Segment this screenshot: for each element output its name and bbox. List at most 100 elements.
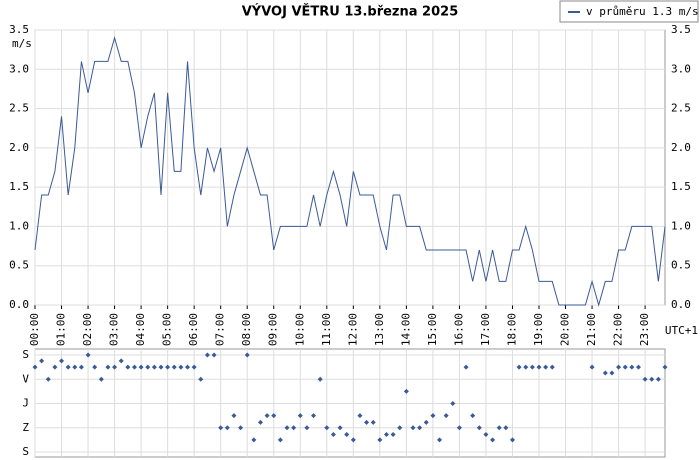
x-tick-label: 10:00 <box>293 313 306 346</box>
direction-point <box>171 364 177 370</box>
direction-point <box>529 364 535 370</box>
x-tick-label: 05:00 <box>161 313 174 346</box>
x-tick-label: 18:00 <box>505 313 518 346</box>
x-tick-label: 22:00 <box>612 313 625 346</box>
direction-point <box>291 425 297 431</box>
direction-point <box>364 419 370 425</box>
direction-point <box>145 364 151 370</box>
direction-point <box>635 364 641 370</box>
direction-point <box>277 437 283 443</box>
direction-point <box>105 364 111 370</box>
direction-point <box>622 364 628 370</box>
direction-point <box>377 437 383 443</box>
y-tick-label: 1.5 <box>9 180 29 193</box>
y-tick-label: J <box>22 397 29 410</box>
direction-point <box>456 425 462 431</box>
direction-point <box>649 376 655 382</box>
direction-point <box>503 425 509 431</box>
direction-point <box>98 376 104 382</box>
direction-point <box>131 364 137 370</box>
direction-point <box>284 425 290 431</box>
direction-point <box>185 364 191 370</box>
direction-point <box>496 425 502 431</box>
direction-point <box>397 425 403 431</box>
direction-point <box>271 413 277 419</box>
direction-point <box>616 364 622 370</box>
y-tick-label-right: 2.0 <box>671 141 691 154</box>
direction-point <box>476 425 482 431</box>
direction-point <box>118 358 124 364</box>
direction-point <box>463 364 469 370</box>
direction-point <box>390 431 396 437</box>
y-tick-label-right: 0.5 <box>671 259 691 272</box>
direction-point <box>589 364 595 370</box>
y-tick-label: 2.0 <box>9 141 29 154</box>
direction-point <box>138 364 144 370</box>
direction-point <box>112 364 118 370</box>
direction-point <box>483 431 489 437</box>
x-tick-label: 23:00 <box>638 313 651 346</box>
legend-box <box>559 0 699 23</box>
direction-point <box>204 352 210 358</box>
x-tick-label: 16:00 <box>452 313 465 346</box>
direction-point <box>523 364 529 370</box>
direction-point <box>509 437 515 443</box>
x-tick-label: 04:00 <box>134 313 147 346</box>
x-tick-label: 19:00 <box>532 313 545 346</box>
direction-point <box>330 431 336 437</box>
x-tick-label: 00:00 <box>28 313 41 346</box>
wind-line <box>34 36 666 307</box>
direction-point <box>443 413 449 419</box>
x-tick-label: 07:00 <box>214 313 227 346</box>
direction-point <box>337 425 343 431</box>
y-tick-label: Z <box>22 421 29 434</box>
y-tick-label: S <box>22 348 29 361</box>
x-tick-label: 08:00 <box>240 313 253 346</box>
direction-point <box>158 364 164 370</box>
y-tick-label-right: 0.0 <box>671 298 691 311</box>
direction-point <box>662 364 668 370</box>
direction-point <box>52 364 58 370</box>
direction-point <box>218 425 224 431</box>
x-tick-label: 01:00 <box>55 313 68 346</box>
x-tick-label: 14:00 <box>399 313 412 346</box>
x-axis-label: UTC+1 <box>665 324 698 337</box>
direction-point <box>297 413 303 419</box>
direction-point <box>370 419 376 425</box>
direction-point <box>609 370 615 376</box>
direction-point <box>151 364 157 370</box>
x-tick-label: 12:00 <box>346 313 359 346</box>
direction-point <box>516 364 522 370</box>
direction-point <box>238 425 244 431</box>
direction-point <box>251 437 257 443</box>
x-tick-label: 17:00 <box>479 313 492 346</box>
direction-point <box>304 425 310 431</box>
direction-point <box>549 364 555 370</box>
direction-point <box>211 352 217 358</box>
y-tick-label: 1.0 <box>9 219 29 232</box>
direction-point <box>536 364 542 370</box>
direction-point <box>437 437 443 443</box>
x-tick-label: 09:00 <box>267 313 280 346</box>
x-tick-label: 13:00 <box>373 313 386 346</box>
y-axis-label: m/s <box>12 37 32 50</box>
y-tick-label-right: 1.5 <box>671 180 691 193</box>
direction-point <box>39 358 45 364</box>
direction-point <box>543 364 549 370</box>
direction-point <box>417 425 423 431</box>
direction-point <box>244 352 250 358</box>
direction-point <box>470 413 476 419</box>
direction-point <box>423 419 429 425</box>
direction-point <box>655 376 661 382</box>
direction-point <box>642 376 648 382</box>
x-tick-label: 03:00 <box>108 313 121 346</box>
x-tick-label: 20:00 <box>559 313 572 346</box>
direction-point <box>32 364 38 370</box>
y-tick-label: 2.5 <box>9 102 29 115</box>
y-tick-label-right: 2.5 <box>671 102 691 115</box>
y-tick-label: S <box>22 445 29 458</box>
x-tick-label: 15:00 <box>426 313 439 346</box>
direction-point <box>430 413 436 419</box>
y-tick-label: 0.0 <box>9 298 29 311</box>
